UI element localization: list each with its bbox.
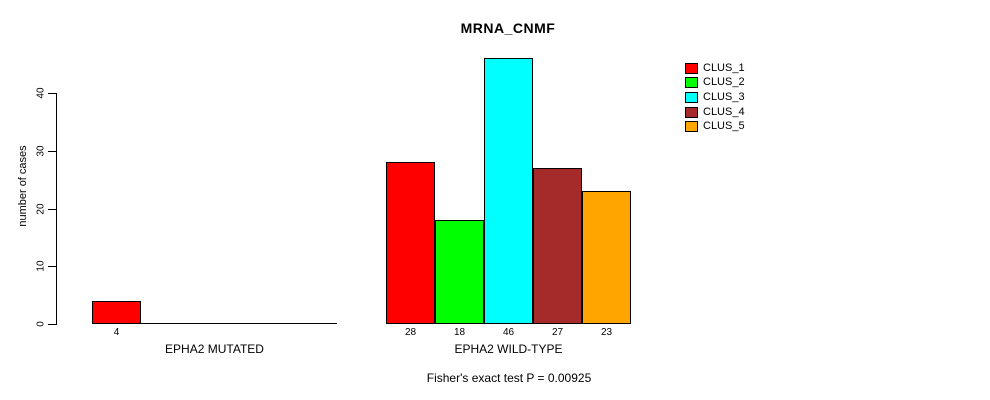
bar-value-label: 46 (502, 327, 515, 338)
legend-swatch (685, 106, 698, 118)
y-tick-label: 40 (35, 87, 47, 99)
legend-label: CLUS_3 (703, 90, 745, 103)
y-tick-label: 10 (35, 260, 47, 272)
legend-label: CLUS_4 (703, 105, 745, 118)
legend-label: CLUS_2 (703, 76, 745, 89)
y-axis-tick (48, 324, 56, 325)
legend-swatch (685, 77, 698, 89)
y-axis-tick (48, 208, 56, 210)
bar-value-label: 4 (113, 327, 120, 338)
bar (435, 220, 484, 324)
y-tick-label: 20 (35, 202, 47, 215)
bar-value-label: 28 (404, 327, 417, 338)
zero-bar (288, 323, 337, 324)
legend-swatch (685, 62, 698, 74)
zero-bar (239, 323, 288, 324)
y-axis-tick (48, 150, 56, 152)
bar (386, 162, 435, 324)
zero-bar (190, 323, 239, 324)
legend-label: CLUS_1 (703, 61, 745, 74)
legend-item: CLUS_4 (685, 105, 745, 120)
bar-value-label: 23 (600, 327, 613, 338)
bar (92, 301, 141, 324)
legend-item: CLUS_2 (685, 76, 745, 91)
legend-swatch (685, 121, 698, 133)
y-axis-line (56, 93, 57, 325)
legend-item: CLUS_1 (685, 61, 745, 76)
legend: CLUS_1 CLUS_2 CLUS_3 CLUS_4 CLUS_5 (685, 61, 745, 134)
y-axis-tick (48, 266, 56, 268)
group-label: EPHA2 MUTATED (165, 342, 264, 356)
zero-bar (141, 323, 190, 324)
annotation-fishers-test: Fisher's exact test P = 0.00925 (426, 371, 592, 385)
legend-label: CLUS_5 (703, 120, 745, 133)
chart-title: MRNA_CNMF (460, 20, 556, 36)
y-axis-tick (48, 93, 56, 94)
y-tick-label: 0 (35, 321, 47, 327)
legend-item: CLUS_5 (685, 119, 745, 134)
bar (484, 58, 533, 324)
bar-value-label: 27 (551, 327, 564, 338)
bar (582, 191, 631, 324)
y-tick-label: 30 (35, 145, 47, 157)
legend-swatch (685, 91, 698, 103)
bar-value-label: 18 (453, 327, 466, 338)
group-label: EPHA2 WILD-TYPE (454, 342, 563, 356)
bar (533, 168, 582, 324)
legend-item: CLUS_3 (685, 90, 745, 105)
